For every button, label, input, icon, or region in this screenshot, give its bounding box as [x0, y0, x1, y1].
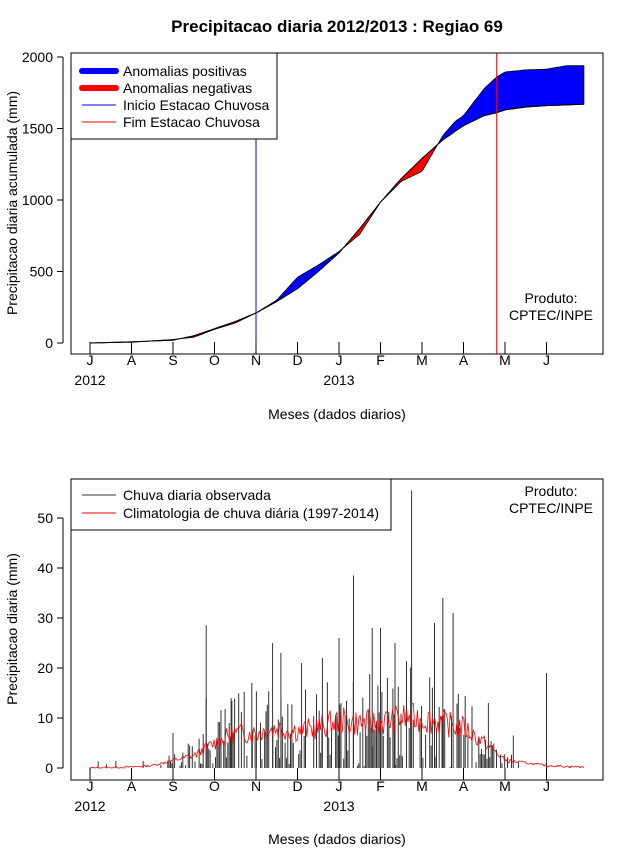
negative-anomaly-area [344, 142, 439, 248]
x-tick-label: J [87, 778, 94, 794]
daily-x-label: Meses (dados diarios) [268, 831, 406, 847]
annotation-line-1: Produto: [525, 483, 578, 499]
legend-label-end: Fim Estacao Chuvosa [123, 114, 260, 130]
x-tick-label: A [459, 352, 469, 368]
x-tick-label: N [251, 352, 261, 368]
daily-legend: Chuva diaria observada Climatologia de c… [70, 478, 392, 531]
x-tick-label: J [87, 352, 94, 368]
legend-label-climatology: Climatologia de chuva diária (1997-2014) [123, 505, 379, 521]
y-tick-label: 1000 [22, 192, 53, 208]
negative-anomaly-area [180, 312, 257, 339]
daily-climatology-line [89, 702, 585, 769]
y-tick-label: 0 [45, 335, 53, 351]
accumulated-y-axis: 0 500 1000 1500 2000 [22, 49, 64, 351]
daily-x-axis: J A S O N D J F M A M J 2012 2013 [74, 768, 550, 814]
accumulated-legend: Anomalias positivas Anomalias negativas … [70, 52, 278, 140]
y-tick-label: 30 [37, 610, 53, 626]
y-tick-label: 0 [45, 760, 53, 776]
y-tick-label: 50 [37, 510, 53, 526]
annotation-line-2: CPTEC/INPE [509, 500, 593, 516]
y-tick-label: 20 [37, 660, 53, 676]
daily-chart: 0 10 20 30 40 50 J A S O N D J F M A M J 2012 2013 Meses (… [4, 478, 604, 847]
legend-label-start: Inicio Estacao Chuvosa [123, 97, 270, 113]
year-label: 2012 [74, 798, 105, 814]
x-tick-label: N [251, 778, 261, 794]
climatology-accumulated-line [89, 103, 584, 344]
x-tick-label: A [127, 352, 137, 368]
legend-box [70, 478, 392, 531]
y-tick-label: 10 [37, 710, 53, 726]
annotation-line-2: CPTEC/INPE [509, 307, 593, 323]
x-tick-label: J [336, 352, 343, 368]
x-tick-label: S [168, 778, 177, 794]
x-tick-label: J [543, 778, 550, 794]
chart-title: Precipitacao diaria 2012/2013 : Regiao 6… [171, 17, 503, 36]
legend-label-observed: Chuva diaria observada [123, 487, 271, 503]
x-tick-label: M [499, 352, 511, 368]
legend-label-positive: Anomalias positivas [123, 63, 247, 79]
year-label: 2013 [323, 372, 354, 388]
accumulated-annotation: Produto: CPTEC/INPE [509, 290, 593, 323]
x-tick-label: M [416, 778, 428, 794]
x-tick-label: D [292, 352, 302, 368]
positive-anomaly-area [256, 244, 346, 313]
x-tick-label: O [209, 352, 220, 368]
x-tick-label: M [499, 778, 511, 794]
x-tick-label: S [168, 352, 177, 368]
y-tick-label: 2000 [22, 49, 53, 65]
accumulated-plot-area [89, 53, 585, 354]
accumulated-chart: Precipitacao diaria 2012/2013 : Regiao 6… [4, 17, 604, 422]
y-tick-label: 500 [30, 264, 54, 280]
x-tick-label: F [376, 352, 385, 368]
annotation-line-1: Produto: [525, 290, 578, 306]
y-tick-label: 40 [37, 560, 53, 576]
daily-annotation: Produto: CPTEC/INPE [509, 483, 593, 516]
legend-label-negative: Anomalias negativas [123, 80, 252, 96]
x-tick-label: A [459, 778, 469, 794]
daily-y-axis: 0 10 20 30 40 50 [37, 510, 64, 776]
x-tick-label: D [292, 778, 302, 794]
x-tick-label: F [376, 778, 385, 794]
x-tick-label: J [336, 778, 343, 794]
daily-y-label: Precipitacao diaria (mm) [4, 553, 20, 705]
daily-plot-area [89, 490, 585, 769]
year-label: 2012 [74, 372, 105, 388]
accumulated-x-label: Meses (dados diarios) [268, 406, 406, 422]
y-tick-label: 1500 [22, 121, 53, 137]
accumulated-y-label: Precipitacao diaria acumulada (mm) [4, 91, 20, 315]
x-tick-label: A [127, 778, 137, 794]
x-tick-label: O [209, 778, 220, 794]
x-tick-label: J [543, 352, 550, 368]
x-tick-label: M [416, 352, 428, 368]
year-label: 2013 [323, 798, 354, 814]
accumulated-x-axis: J A S O N D J F M A M J 2012 2013 [74, 342, 550, 388]
legend-box [70, 52, 278, 140]
